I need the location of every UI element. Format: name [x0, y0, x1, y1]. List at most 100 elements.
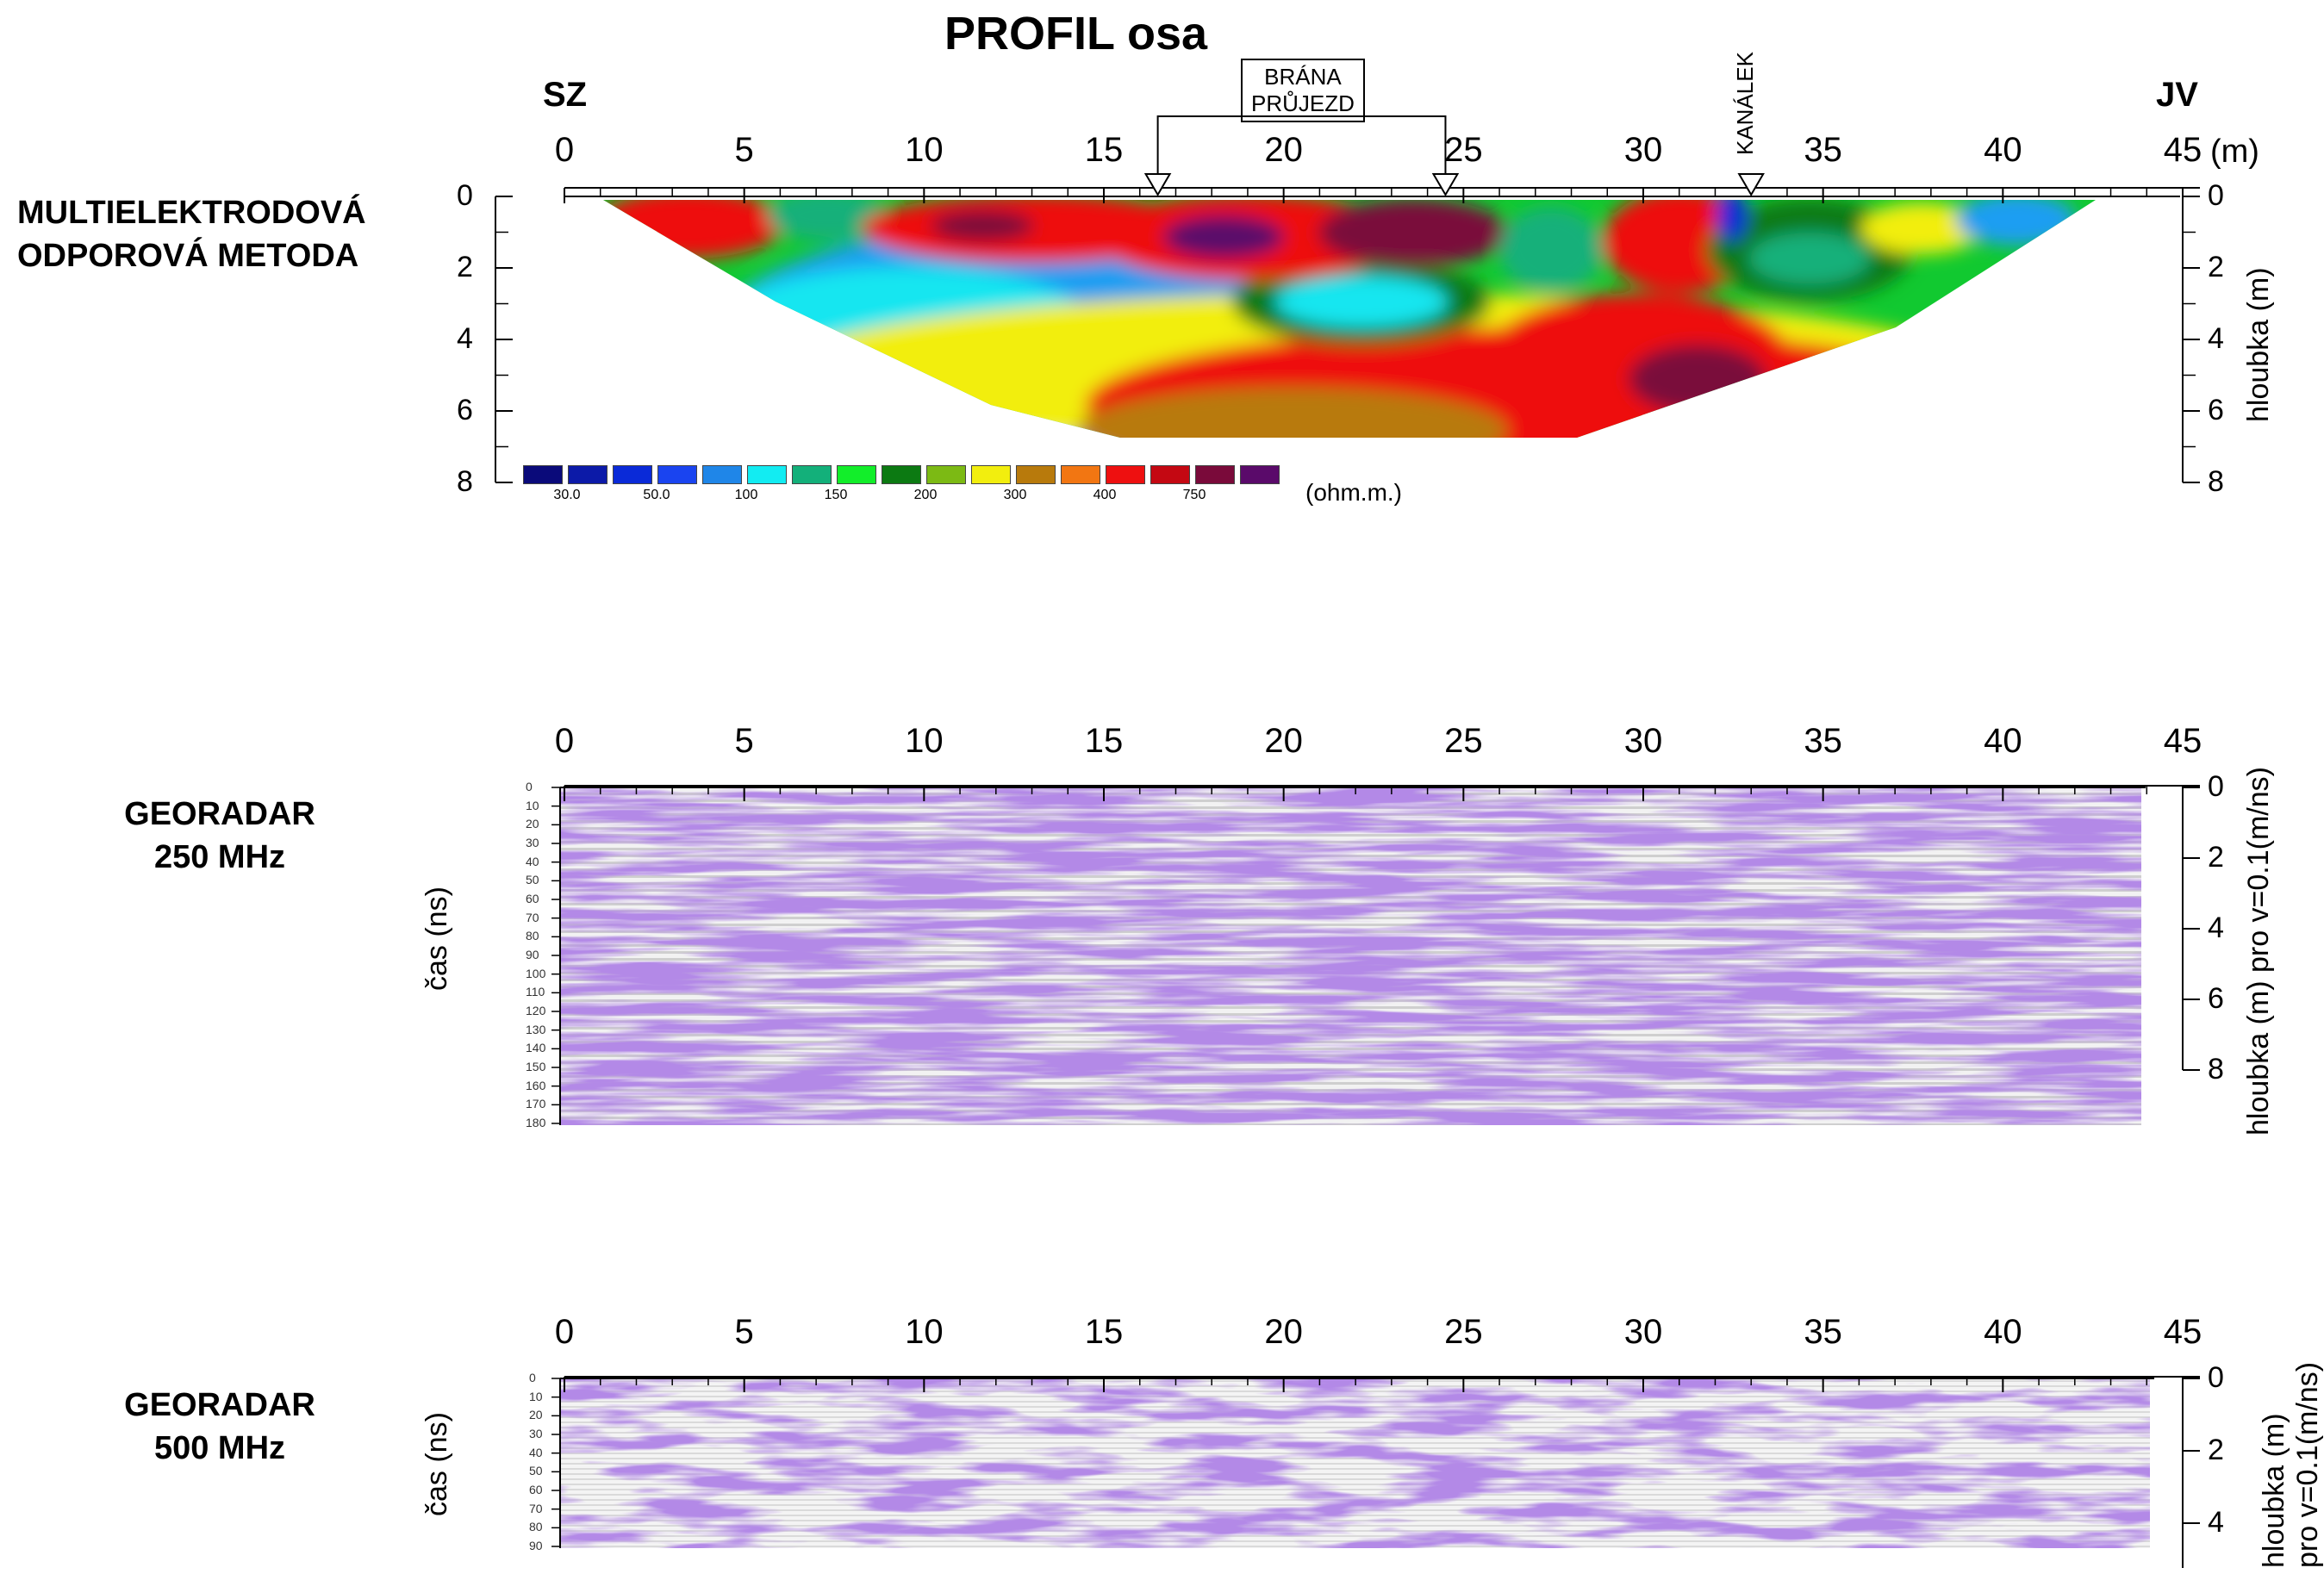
- x-tick-label: 20: [1264, 131, 1303, 169]
- gpr250-time-tick-label: 120: [526, 1004, 546, 1017]
- legend-swatch: [1195, 465, 1235, 484]
- x-tick-label: 15: [1084, 722, 1124, 760]
- legend-swatch: [1150, 465, 1190, 484]
- gpr500-time-tick-label: 60: [529, 1483, 543, 1496]
- legend-swatch: [613, 465, 652, 484]
- x-tick-label: 10: [905, 131, 944, 169]
- x-tick-label: 30: [1623, 131, 1663, 169]
- x-tick-label: 5: [734, 722, 754, 760]
- x-tick-label: 25: [1444, 722, 1483, 760]
- legend-swatch: [1016, 465, 1056, 484]
- gpr500-time-tick-label: 0: [529, 1371, 536, 1384]
- x-tick-label: 0: [554, 131, 575, 169]
- gpr250-radargram: [559, 787, 2146, 1125]
- gpr500-time-tick-label: 50: [529, 1464, 543, 1478]
- gpr500-time-tick-label: 80: [529, 1520, 543, 1534]
- gpr250-time-tick-label: 60: [526, 892, 539, 905]
- gpr500-depth-tick-label: 2: [2208, 1434, 2224, 1466]
- profile-markers: [1143, 115, 1765, 196]
- gpr250-time-tick-label: 50: [526, 873, 539, 887]
- gpr500-time-tick-label: 90: [529, 1539, 543, 1552]
- legend-swatch: [1106, 465, 1145, 484]
- x-tick-label: 45: [2163, 131, 2203, 169]
- legend-swatch: [926, 465, 966, 484]
- page-title: PROFIL osa: [944, 8, 1208, 59]
- gpr250-time-tick-label: 10: [526, 798, 539, 812]
- gpr500-time-tick-label: 70: [529, 1501, 543, 1515]
- ert-depth-tick-label-right: 0: [2208, 179, 2224, 212]
- x-tick-label: 30: [1623, 1313, 1663, 1351]
- gpr250-time-tick-label: 90: [526, 948, 539, 961]
- x-tick-label: 15: [1084, 1313, 1124, 1351]
- ert-depth-tick-label-left: 0: [457, 179, 473, 212]
- gpr500-depth-tick-label: 0: [2208, 1361, 2224, 1394]
- gpr250-time-tick-label: 160: [526, 1078, 546, 1092]
- x-tick-label: 15: [1084, 131, 1124, 169]
- legend-label: 300: [1003, 488, 1027, 502]
- brana-end-marker: [1431, 173, 1460, 196]
- legend-label: 750: [1182, 488, 1206, 502]
- legend-label: 50.0: [643, 488, 670, 502]
- legend-swatch: [882, 465, 921, 484]
- x-tick-label: 5: [734, 1313, 754, 1351]
- legend-swatch: [523, 465, 563, 484]
- legend-label: 100: [734, 488, 758, 502]
- gpr500-depth-tick-label: 4: [2208, 1506, 2224, 1539]
- gpr250-depth-tick-label: 8: [2208, 1053, 2224, 1086]
- gpr250-time-tick-label: 30: [526, 836, 539, 849]
- x-tick-label: 35: [1804, 722, 1842, 760]
- gpr250-time-tick-label: 150: [526, 1060, 546, 1073]
- legend-swatch: [702, 465, 742, 484]
- legend-unit: (ohm.m.): [1305, 479, 1402, 506]
- x-tick-label: 10: [905, 722, 944, 760]
- x-tick-label: 35: [1804, 1313, 1842, 1351]
- legend-label: 200: [913, 488, 938, 502]
- x-tick-label: 40: [1984, 131, 2022, 169]
- ert-depth-tick-label-right: 4: [2208, 322, 2224, 355]
- ert-depth-tick-label-left: 4: [457, 322, 473, 355]
- legend-swatch: [1240, 465, 1280, 484]
- ert-depth-tick-label-left: 8: [457, 465, 473, 498]
- x-tick-label: 5: [734, 131, 754, 169]
- direction-left-label: SZ: [543, 76, 588, 114]
- kanalek-marker: [1737, 173, 1765, 196]
- ert-resistivity-section: [564, 196, 2180, 438]
- ert-method-label: MULTIELEKTRODOVÁ ODPOROVÁ METODA: [17, 195, 366, 274]
- gpr250-time-tick-label: 70: [526, 910, 539, 924]
- gpr250-depth-tick-label: 6: [2208, 982, 2224, 1015]
- gpr500-time-tick-label: 30: [529, 1427, 543, 1440]
- gpr250-depth-tick-label: 4: [2208, 911, 2224, 944]
- brana-bracket: [1156, 115, 1447, 174]
- x-tick-label: 20: [1264, 1313, 1303, 1351]
- legend-swatch: [747, 465, 787, 484]
- legend-swatch: [971, 465, 1011, 484]
- ert-x-unit: (m): [2210, 134, 2259, 170]
- x-tick-label: 0: [554, 1313, 575, 1351]
- gpr250-time-tick-label: 80: [526, 929, 539, 943]
- legend-swatch: [657, 465, 697, 484]
- x-tick-label: 45: [2163, 1313, 2203, 1351]
- legend-swatch: [568, 465, 607, 484]
- gpr250-time-tick-label: 20: [526, 817, 539, 831]
- brana-pruzjezd-marker-label: BRÁNA PRŮJEZD: [1241, 59, 1365, 122]
- direction-right-label: JV: [2156, 76, 2198, 114]
- ert-depth-tick-label-right: 6: [2208, 394, 2224, 426]
- gpr250-time-tick-label: 40: [526, 854, 539, 868]
- x-tick-label: 45: [2163, 722, 2203, 760]
- ert-depth-tick-label-left: 2: [457, 251, 473, 283]
- gpr250-time-tick-label: 0: [526, 780, 533, 793]
- gpr250-time-tick-label: 130: [526, 1022, 546, 1036]
- gpr500-radargram: [559, 1378, 2154, 1548]
- legend-label: 400: [1093, 488, 1117, 502]
- gpr250-time-tick-label: 170: [526, 1097, 546, 1111]
- legend-label: 150: [824, 488, 848, 502]
- legend-label: 30.0: [553, 488, 581, 502]
- legend-swatch: [1061, 465, 1100, 484]
- x-tick-label: 40: [1984, 1313, 2022, 1351]
- legend-swatch: [837, 465, 876, 484]
- x-tick-label: 25: [1444, 1313, 1483, 1351]
- axis-lines: [495, 187, 2200, 1568]
- gpr250-time-tick-label: 110: [526, 985, 545, 999]
- ert-depth-tick-label-right: 2: [2208, 251, 2224, 283]
